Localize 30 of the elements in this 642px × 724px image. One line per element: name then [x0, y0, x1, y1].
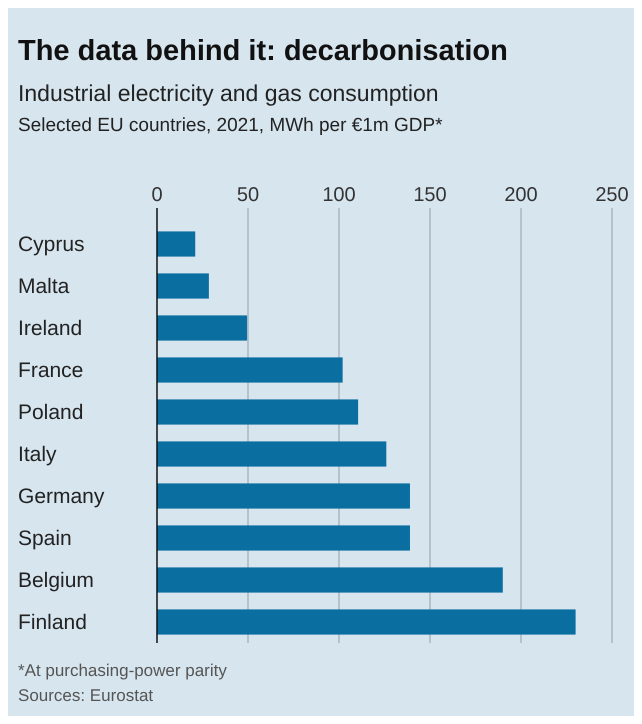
bar: [157, 399, 358, 425]
bar: [157, 483, 410, 509]
x-tick-label: 100: [322, 184, 356, 206]
y-tick-label: Ireland: [18, 317, 82, 340]
y-tick-label: Poland: [18, 401, 84, 424]
y-tick-label: Malta: [18, 275, 70, 298]
bar: [157, 273, 209, 299]
y-tick-label: Finland: [18, 611, 87, 634]
source-note: Sources: Eurostat: [18, 686, 154, 705]
y-tick-label: Spain: [18, 527, 72, 550]
bar: [157, 315, 248, 341]
chart-title: The data behind it: decarbonisation: [18, 35, 508, 67]
x-tick-label: 0: [151, 184, 163, 206]
y-tick-label: Belgium: [18, 569, 94, 592]
bar: [157, 567, 503, 593]
x-tick-label: 250: [595, 184, 629, 206]
bar: [157, 609, 576, 635]
bar: [157, 441, 386, 467]
bar: [157, 231, 196, 257]
x-tick-label: 200: [504, 184, 538, 206]
y-tick-label: Cyprus: [18, 233, 85, 256]
bar: [157, 357, 343, 383]
x-tick-label: 50: [236, 184, 260, 206]
chart-subtitle: Industrial electricity and gas consumption Selected EU countries, 2021, MWh per €1m GDP*: [18, 80, 444, 136]
x-tick-label: 150: [413, 184, 447, 206]
bar: [157, 525, 410, 551]
y-tick-label: Germany: [18, 485, 105, 508]
text: *At purchasing-power parity: [18, 661, 228, 680]
y-tick-label: Italy: [18, 443, 58, 466]
y-tick-label: France: [18, 359, 84, 382]
